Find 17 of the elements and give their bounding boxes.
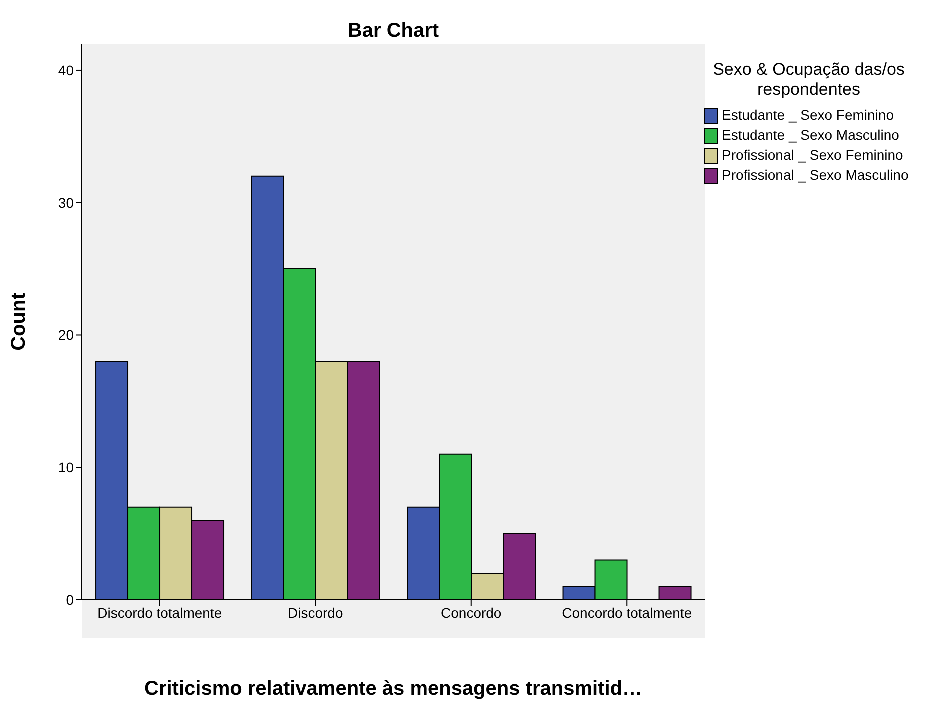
x-tick-label: Concordo totalmente xyxy=(562,604,692,621)
chart-title: Bar Chart xyxy=(346,20,440,43)
legend-title: Sexo & Ocupação das/os respondentes xyxy=(712,60,906,100)
legend-label: Profissional _ Sexo Feminino xyxy=(722,147,904,163)
x-tick-label: Discordo totalmente xyxy=(98,604,222,621)
legend-label: Estudante _ Sexo Masculino xyxy=(722,127,900,143)
y-tick-label: 10 xyxy=(58,460,74,476)
legend-label: Estudante _ Sexo Feminino xyxy=(722,107,894,123)
y-axis-title: Count xyxy=(8,292,30,351)
legend-label: Profissional _ Sexo Masculino xyxy=(722,167,909,183)
x-axis-title: Criticismo relativamente às mensagens transmitid… xyxy=(144,678,644,701)
y-tick-label: 0 xyxy=(66,592,74,608)
y-tick-label: 30 xyxy=(58,194,74,211)
y-tick-label: 40 xyxy=(58,62,74,78)
x-tick-label: Concordo xyxy=(441,604,502,621)
y-tick-label: 20 xyxy=(58,327,74,344)
x-tick-label: Discordo xyxy=(288,604,344,621)
